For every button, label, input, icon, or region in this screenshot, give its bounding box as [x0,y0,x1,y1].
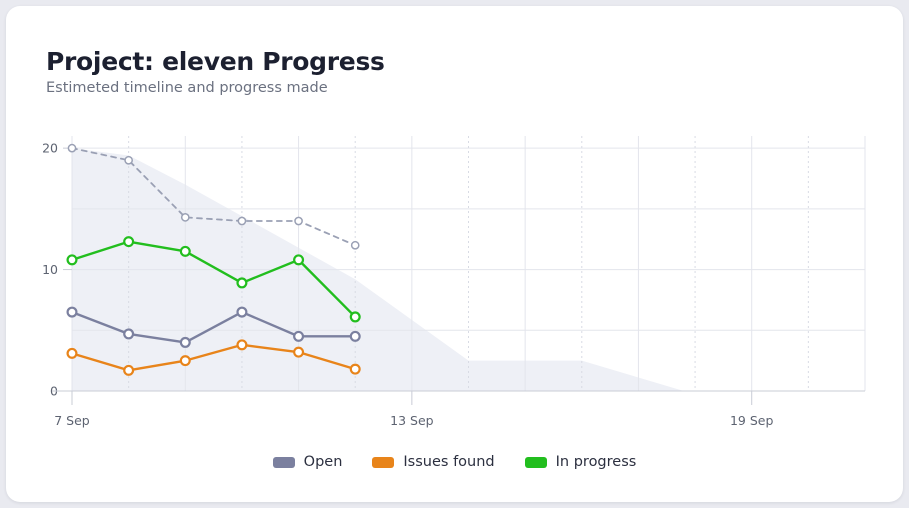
data-point-in-progress[interactable] [236,277,248,289]
x-axis-tick-label: 13 Sep [390,413,434,428]
legend-label-issues-found: Issues found [403,454,495,470]
data-point-ideal-burndown[interactable] [237,216,247,226]
y-axis-tick-label: 20 [42,141,58,156]
legend-label-open: Open [303,454,343,470]
data-point-open[interactable] [349,330,361,342]
legend-item-open[interactable]: Open [272,454,343,470]
legend-item-in-progress[interactable]: In progress [524,454,637,470]
series-line-in-progress [70,240,357,319]
page-title: Project: eleven Progress [46,47,385,76]
legend-swatch-open [272,456,295,468]
legend-swatch-in-progress [524,456,547,468]
data-point-ideal-burndown[interactable] [180,213,190,222]
data-point-in-progress[interactable] [293,254,305,266]
legend-item-issues-found[interactable]: Issues found [372,454,495,470]
data-point-in-progress[interactable] [66,254,78,266]
chart-legend: Open Issues found In progress [6,454,903,470]
series-line-open [70,310,357,344]
x-axis-tick-label: 7 Sep [54,413,90,428]
series-line-issues-found [70,343,357,372]
data-point-open[interactable] [179,336,191,348]
data-point-open[interactable] [293,330,305,342]
legend-swatch-issues-found [372,456,395,468]
data-point-open[interactable] [236,306,248,318]
data-point-issues-found[interactable] [349,363,361,375]
data-point-ideal-burndown[interactable] [124,155,133,165]
data-point-in-progress[interactable] [123,236,135,248]
chart-card: Project: eleven Progress Estimeted timel… [6,6,903,502]
data-point-in-progress[interactable] [179,245,191,257]
data-point-open[interactable] [66,306,78,318]
data-point-issues-found[interactable] [236,339,248,351]
data-point-ideal-burndown[interactable] [67,143,77,153]
data-point-issues-found[interactable] [123,364,135,376]
x-axis-tick-label: 19 Sep [730,413,774,428]
y-axis-tick-label: 10 [42,262,58,277]
page-subtitle: Estimeted timeline and progress made [46,80,328,96]
legend-label-in-progress: In progress [555,454,637,470]
data-point-issues-found[interactable] [179,355,191,367]
data-point-issues-found[interactable] [293,346,305,358]
data-point-ideal-burndown[interactable] [350,240,360,250]
data-point-in-progress[interactable] [349,311,361,323]
series-line-ideal-burndown [71,147,357,247]
data-point-ideal-burndown[interactable] [294,216,303,226]
data-point-issues-found[interactable] [66,347,78,359]
data-point-open[interactable] [123,328,135,340]
